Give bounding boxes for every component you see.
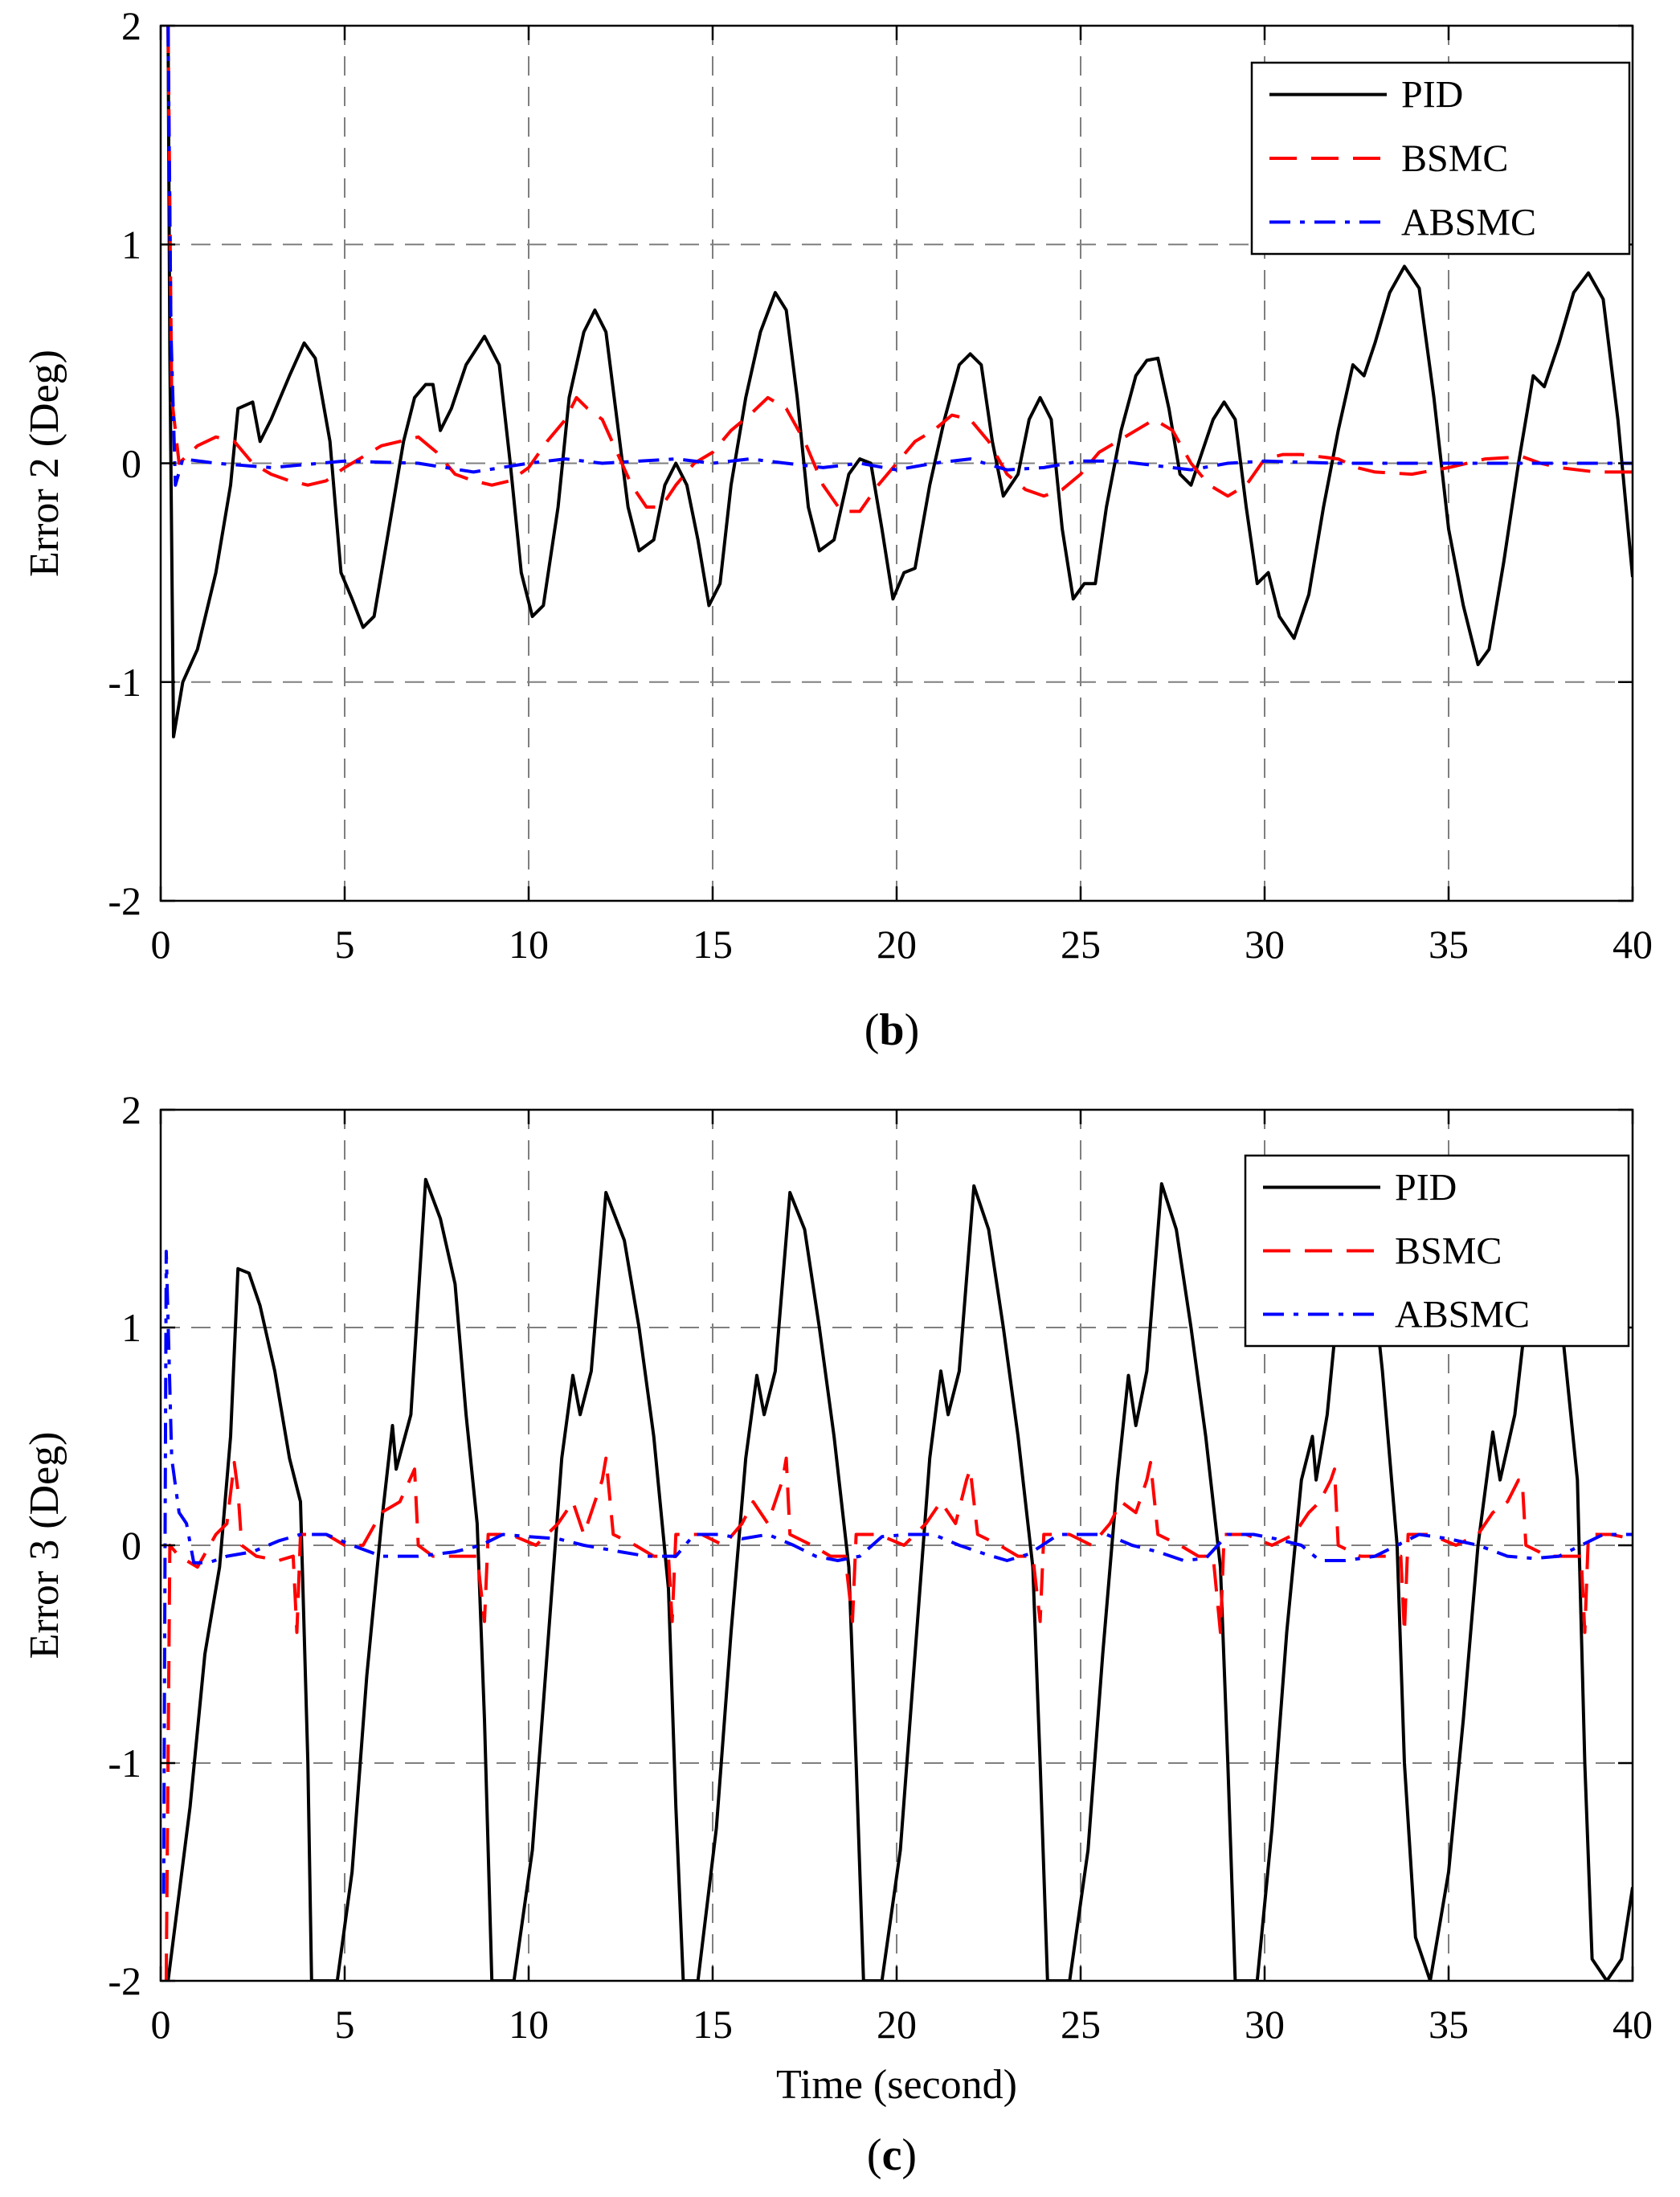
x-tick-label-30: 30 [1245, 922, 1285, 967]
legend-label-pid: PID [1395, 1167, 1457, 1209]
legend-label-pid: PID [1401, 74, 1463, 117]
y-tick-label-0: 0 [121, 1523, 141, 1568]
y-axis-label: Error 2 (Deg) [22, 350, 67, 577]
caption-letter: b [879, 1005, 904, 1055]
series-line-pid [166, 1177, 1633, 1981]
x-tick-label-25: 25 [1061, 2002, 1101, 2047]
x-tick-label-20: 20 [877, 922, 917, 967]
caption-close-paren: ) [905, 1005, 920, 1055]
panel-b: 0 5 10 15 20 25 30 35 40 -2 -1 0 1 2 Error 2 (Deg) PID B… [22, 3, 1653, 1055]
x-tick-label-0: 0 [151, 2002, 171, 2047]
x-tick-label-40: 40 [1613, 2002, 1653, 2047]
x-tick-label-5: 5 [335, 2002, 355, 2047]
panel-caption: (c) [867, 2130, 917, 2180]
series-group [161, 1177, 1633, 1981]
y-tick-label-2: 2 [121, 1087, 141, 1132]
panel-c: 0 5 10 15 20 25 30 35 40 -2 -1 0 1 2 Error 3 (Deg) Time… [22, 1087, 1653, 2180]
y-tick-label-neg2: -2 [108, 878, 141, 923]
caption-open-paren: ( [867, 2130, 882, 2180]
y-tick-label-1: 1 [121, 222, 141, 267]
x-tick-label-35: 35 [1429, 2002, 1469, 2047]
x-tick-label-20: 20 [877, 2002, 917, 2047]
x-tick-label-0: 0 [151, 922, 171, 967]
x-tick-label-30: 30 [1245, 2002, 1285, 2047]
legend-label-absmc: ABSMC [1401, 201, 1536, 243]
x-tick-label-15: 15 [693, 922, 733, 967]
x-axis-label: Time (second) [776, 2062, 1017, 2108]
x-tick-label-15: 15 [693, 2002, 733, 2047]
series-line-pid [166, 26, 1633, 738]
series-line-absmc [161, 1250, 1633, 1894]
y-tick-label-1: 1 [121, 1305, 141, 1350]
y-tick-label-neg2: -2 [108, 1958, 141, 2003]
y-axis-label: Error 3 (Deg) [22, 1432, 67, 1659]
panel-caption: (b) [865, 1005, 919, 1055]
x-tick-label-25: 25 [1061, 922, 1101, 967]
caption-close-paren: ) [901, 2130, 917, 2180]
caption-open-paren: ( [865, 1005, 880, 1055]
x-tick-label-35: 35 [1429, 922, 1469, 967]
x-tick-label-5: 5 [335, 922, 355, 967]
x-tick-label-10: 10 [509, 2002, 549, 2047]
y-tick-label-2: 2 [121, 3, 141, 48]
legend-label-absmc: ABSMC [1395, 1294, 1530, 1336]
y-tick-label-0: 0 [121, 441, 141, 486]
series-line-bsmc [164, 1456, 1633, 1981]
legend-label-bsmc: BSMC [1395, 1230, 1502, 1273]
y-tick-label-neg1: -1 [108, 1741, 141, 1786]
caption-letter: c [882, 2130, 902, 2180]
legend-label-bsmc: BSMC [1401, 137, 1508, 180]
series-group [166, 26, 1633, 738]
x-tick-label-10: 10 [509, 922, 549, 967]
y-tick-label-neg1: -1 [108, 660, 141, 705]
x-tick-label-40: 40 [1613, 922, 1653, 967]
series-line-bsmc [166, 26, 1633, 513]
